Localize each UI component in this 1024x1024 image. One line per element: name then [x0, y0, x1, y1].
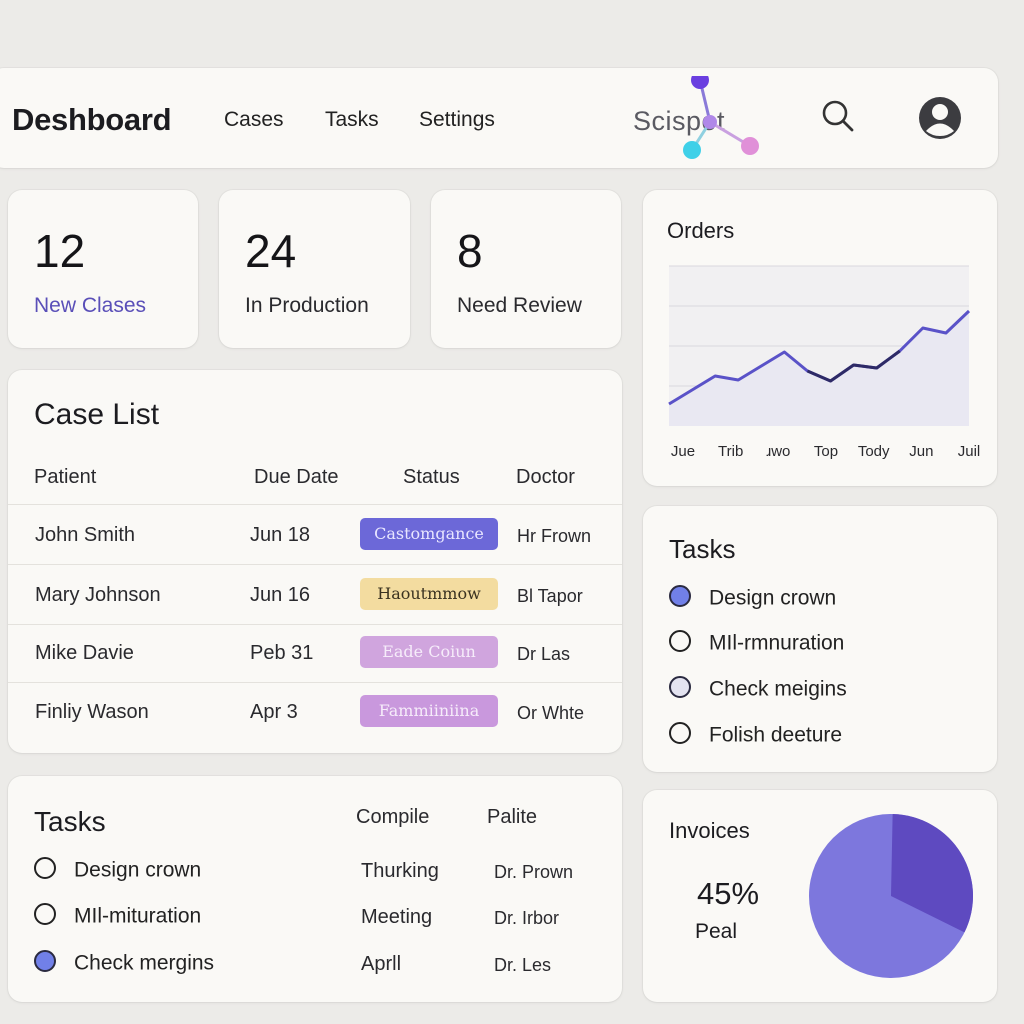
patient-name: Finliy Wason: [35, 701, 149, 723]
task-item-design-crown[interactable]: Design crown: [34, 857, 202, 882]
task-label: Design crown: [74, 858, 202, 882]
user-avatar-icon[interactable]: [918, 96, 962, 140]
patient-name: Mike Davie: [35, 642, 134, 664]
chart-title: Orders: [667, 218, 735, 243]
molecule-logo-icon: [683, 76, 759, 159]
task-label: MIl-mituration: [74, 904, 202, 928]
doctor-name: Dr Las: [517, 644, 571, 664]
x-tick-label: Top: [814, 443, 838, 460]
tasks-card: Tasks Design crown MIl-rmnuration Check …: [643, 506, 997, 772]
task-label: Folish deeture: [709, 723, 843, 747]
radio-empty-icon[interactable]: [669, 722, 691, 745]
column-header-patient[interactable]: Patient: [34, 466, 97, 488]
invoices-title: Invoices: [669, 818, 750, 843]
tasks-title: Tasks: [34, 806, 106, 837]
patient-name: Mary Johnson: [35, 584, 161, 606]
stat-value: 24: [245, 225, 297, 277]
page-title: Deshboard: [12, 102, 172, 137]
table-row[interactable]: Finliy Wason Apr 3 Fammiiniina Or Whte: [8, 683, 622, 741]
table-row[interactable]: Mike Davie Peb 31 Eade Coiun Dr Las: [8, 624, 622, 682]
x-tick-label: Jue: [671, 443, 695, 460]
area-fill: [669, 311, 969, 426]
status-badge: Haoutmmow: [360, 578, 498, 610]
case-list-title: Case List: [34, 398, 160, 431]
due-date: Jun 16: [250, 584, 311, 606]
stat-value: 12: [34, 225, 86, 277]
x-tick-label: Trib: [718, 443, 743, 460]
radio-filled-icon[interactable]: [669, 585, 691, 608]
task-item-check-margins[interactable]: Check meigins: [669, 676, 847, 701]
status-badge: Fammiiniina: [360, 695, 498, 727]
series-line-highlight: [806, 349, 901, 383]
scispot-logo: Scispot: [630, 76, 780, 168]
divider: [8, 624, 622, 625]
task-item-design-crown[interactable]: Design crown: [669, 585, 837, 610]
stat-label: New Clases: [34, 294, 147, 317]
column-header-compile[interactable]: Compile: [356, 806, 430, 828]
nav-tasks[interactable]: Tasks: [325, 108, 379, 131]
task-compile-value: Aprll: [361, 953, 402, 975]
stat-label: Need Review: [457, 294, 582, 317]
invoice-percent: 45%: [697, 876, 760, 911]
top-navigation-bar: Deshboard Cases Tasks Settings Scispot: [0, 68, 998, 168]
invoice-subtitle: Peal: [695, 920, 738, 943]
radio-empty-icon[interactable]: [34, 857, 56, 880]
task-label: MIl-rmnuration: [709, 631, 845, 655]
pie-slice-highlight: [891, 814, 973, 933]
tasks-title: Tasks: [669, 534, 736, 564]
x-tick-label: Juil: [958, 443, 981, 460]
stat-card-in-production[interactable]: 24 In Production: [219, 190, 410, 348]
radio-empty-icon[interactable]: [669, 630, 691, 653]
x-tick-label: Tody: [858, 443, 890, 460]
status-badge: Castomgance: [360, 518, 498, 550]
radio-filled-icon[interactable]: [34, 950, 56, 973]
status-badge: Eade Coiun: [360, 636, 498, 668]
divider: [8, 504, 622, 505]
doctor-name: Hr Frown: [517, 526, 592, 546]
tasks-table-card: Tasks Compile Palite Design crown Thurki…: [8, 776, 622, 1002]
search-icon[interactable]: [820, 98, 856, 134]
task-compile-value: Meeting: [361, 906, 433, 928]
task-doctor: Dr. Les: [494, 955, 552, 975]
doctor-name: Or Whte: [517, 703, 585, 723]
radio-empty-icon[interactable]: [34, 903, 56, 926]
case-list-card: Case List Patient Due Date Status Doctor…: [8, 370, 622, 753]
divider: [8, 564, 622, 565]
nav-settings[interactable]: Settings: [419, 108, 495, 131]
due-date: Apr 3: [250, 701, 298, 723]
doctor-name: Bl Tapor: [517, 586, 583, 606]
task-item-check-margins[interactable]: Check mergins: [34, 950, 215, 975]
task-item-mill-maturation[interactable]: MIl-mituration: [34, 903, 202, 928]
stat-value: 8: [457, 225, 483, 277]
task-label: Check meigins: [709, 677, 847, 701]
invoices-card: Invoices 45% Peal: [643, 790, 997, 1002]
task-compile-value: Thurking: [361, 860, 439, 882]
due-date: Peb 31: [250, 642, 314, 664]
radio-light-icon[interactable]: [669, 676, 691, 699]
nav-cases[interactable]: Cases: [224, 108, 284, 131]
stat-card-need-review[interactable]: 8 Need Review: [431, 190, 621, 348]
task-item-polish-feature[interactable]: Folish deeture: [669, 722, 843, 747]
x-tick-label: ɹwo: [766, 443, 790, 460]
x-tick-label: Jun: [909, 443, 933, 460]
task-doctor: Dr. Prown: [494, 862, 574, 882]
table-row[interactable]: John Smith Jun 18 Castomgance Hr Frown: [8, 506, 622, 564]
divider: [8, 682, 622, 683]
task-doctor: Dr. Irbor: [494, 908, 560, 928]
patient-name: John Smith: [35, 524, 136, 546]
column-header-palite[interactable]: Palite: [487, 806, 538, 828]
orders-chart-card: Orders Jue Trib ɹwo Top Tody Jun Juil: [643, 190, 997, 486]
column-header-due-date[interactable]: Due Date: [254, 466, 339, 488]
column-header-status[interactable]: Status: [403, 466, 460, 488]
task-label: Check mergins: [74, 951, 215, 975]
task-label: Design crown: [709, 586, 837, 610]
table-row[interactable]: Mary Johnson Jun 16 Haoutmmow Bl Tapor: [8, 566, 622, 624]
orders-chart: Jue Trib ɹwo Top Tody Jun Juil: [668, 265, 981, 460]
stat-card-new-cases[interactable]: 12 New Clases: [8, 190, 198, 348]
due-date: Jun 18: [250, 524, 311, 546]
task-item-mill-maturation[interactable]: MIl-rmnuration: [669, 630, 845, 655]
stat-label: In Production: [245, 294, 369, 317]
column-header-doctor[interactable]: Doctor: [516, 466, 575, 488]
invoices-pie-chart: [809, 814, 973, 978]
